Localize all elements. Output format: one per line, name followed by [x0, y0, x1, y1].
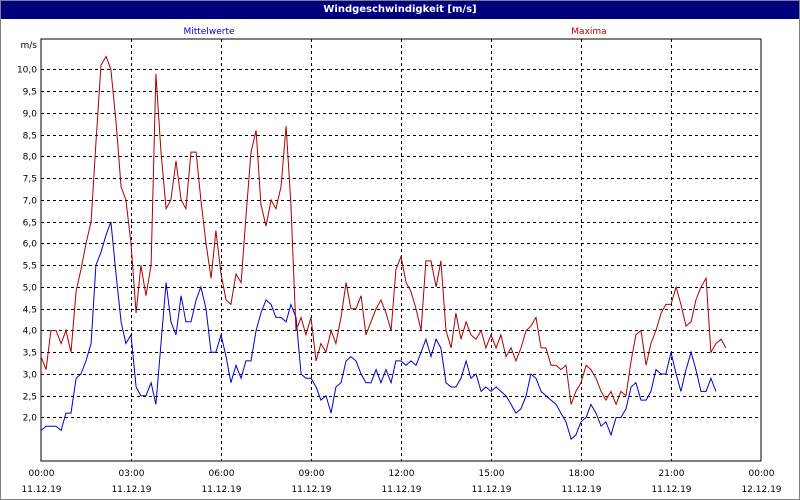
y-tick-label: 4,0 — [23, 327, 38, 337]
y-axis-label: m/s — [21, 41, 38, 51]
x-tick-date: 11.12.19 — [291, 485, 331, 495]
x-tick-time: 00:00 — [749, 469, 775, 479]
y-tick-label: 6,0 — [23, 240, 38, 250]
y-tick-label: 9,0 — [23, 110, 38, 120]
plot-frame — [40, 38, 762, 462]
x-tick-date: 11.12.19 — [651, 485, 691, 495]
x-tick-time: 03:00 — [119, 469, 145, 479]
x-tick-time: 18:00 — [569, 469, 595, 479]
y-tick-label: 3,0 — [23, 371, 38, 381]
y-axis: 2,0 2,5 3,0 3,5 4,0 4,5 5,0 5,5 6,0 6,5 7,0 7,5 8,0 8… — [17, 66, 37, 424]
y-tick-label: 2,0 — [23, 414, 38, 424]
y-tick-label: 7,5 — [23, 175, 37, 185]
series-line-maxima — [40, 55, 727, 406]
y-tick-label: 3,5 — [23, 349, 37, 359]
x-tick-date: 12.12.19 — [741, 485, 781, 495]
x-tick-time: 15:00 — [479, 469, 505, 479]
x-tick-date: 11.12.19 — [21, 485, 61, 495]
series-lines — [40, 55, 727, 441]
series-line-mittelwerte — [40, 221, 717, 441]
x-tick-date: 11.12.19 — [381, 485, 421, 495]
x-tick-date: 11.12.19 — [201, 485, 241, 495]
y-tick-label: 8,5 — [23, 132, 37, 142]
x-tick-date: 11.12.19 — [561, 485, 601, 495]
x-tick-time: 06:00 — [209, 469, 235, 479]
y-tick-label: 5,5 — [23, 262, 37, 272]
x-axis: 00:00 11.12.19 03:00 11.12.19 06:00 11.12.19 0… — [21, 469, 781, 495]
x-tick-time: 21:00 — [659, 469, 685, 479]
y-tick-label: 8,0 — [23, 153, 38, 163]
y-tick-label: 7,0 — [23, 197, 38, 207]
x-tick-time: 12:00 — [389, 469, 415, 479]
y-tick-label: 5,0 — [23, 284, 38, 294]
x-tick-time: 09:00 — [299, 469, 325, 479]
y-tick-label: 4,5 — [23, 306, 37, 316]
y-tick-label: 10,0 — [17, 66, 37, 76]
y-tick-label: 6,5 — [23, 219, 37, 229]
grid — [41, 39, 761, 461]
y-tick-label: 9,5 — [23, 88, 37, 98]
x-tick-date: 11.12.19 — [111, 485, 151, 495]
legend-maxima: Maxima — [571, 27, 606, 37]
x-tick-time: 00:00 — [29, 469, 55, 479]
chart-title: Windgeschwindigkeit [m/s] — [1, 1, 799, 19]
y-tick-label: 2,5 — [23, 393, 37, 403]
legend-mittelwerte: Mittelwerte — [183, 27, 234, 37]
x-tick-date: 11.12.19 — [471, 485, 511, 495]
